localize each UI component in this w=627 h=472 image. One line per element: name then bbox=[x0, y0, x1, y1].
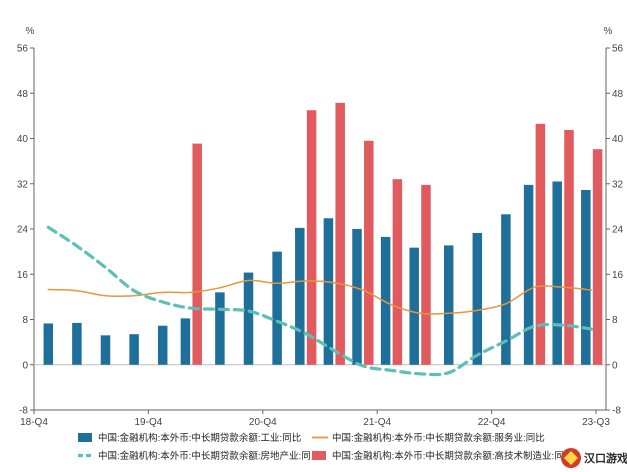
x-tick-label: 18-Q4 bbox=[20, 417, 48, 428]
y-tick-label-right: 32 bbox=[612, 179, 624, 190]
bar-hightech bbox=[421, 184, 431, 365]
bar-industry bbox=[581, 189, 591, 365]
bar-industry bbox=[501, 214, 511, 365]
bar-industry bbox=[43, 323, 54, 365]
legend-label: 中国:金融机构:本外币:中长期贷款余额:高技术制造业:同比 bbox=[332, 450, 573, 462]
watermark: 汉口游戏网 bbox=[561, 448, 627, 468]
bar-industry bbox=[295, 227, 305, 365]
watermark-text: 汉口游戏网 bbox=[584, 451, 627, 465]
bar-hightech bbox=[335, 102, 345, 365]
legend-label: 中国:金融机构:本外币:中长期贷款余额:服务业:同比 bbox=[332, 432, 545, 444]
bar-industry bbox=[243, 272, 254, 365]
y-tick-label-left: 32 bbox=[17, 179, 29, 190]
bar-industry bbox=[552, 181, 562, 365]
y-tick-label-right: 16 bbox=[612, 270, 624, 281]
x-tick-label: 22-Q4 bbox=[478, 417, 506, 428]
bar-hightech bbox=[364, 140, 374, 365]
legend: 中国:金融机构:本外币:中长期贷款余额:工业:同比中国:金融机构:本外币:中长期… bbox=[78, 432, 573, 462]
y-tick-label-left: 8 bbox=[22, 315, 28, 326]
bar-industry bbox=[523, 184, 534, 365]
bar-industry bbox=[129, 334, 139, 365]
bar-industry bbox=[180, 318, 191, 365]
bar-industry bbox=[72, 322, 82, 365]
y-tick-label-left: 56 bbox=[17, 44, 29, 55]
bar-hightech bbox=[306, 110, 317, 365]
x-tick-label: 19-Q4 bbox=[135, 417, 163, 428]
y-unit-left: % bbox=[26, 26, 35, 37]
bar-hightech bbox=[192, 143, 202, 365]
bar-industry bbox=[215, 292, 225, 365]
y-tick-label-right: -8 bbox=[612, 406, 621, 417]
x-tick-label: 23-Q3 bbox=[582, 417, 610, 428]
bar-industry bbox=[380, 236, 391, 365]
bar-industry bbox=[157, 325, 168, 365]
y-tick-label-right: 56 bbox=[612, 44, 624, 55]
y-tick-label-left: 0 bbox=[22, 360, 28, 371]
x-tick-label: 20-Q4 bbox=[249, 417, 277, 428]
y-tick-label-right: 24 bbox=[612, 225, 624, 236]
legend-label: 中国:金融机构:本外币:中长期贷款余额:房地产业:同比 bbox=[98, 450, 320, 462]
y-tick-label-right: 48 bbox=[612, 89, 624, 100]
bar-hightech bbox=[592, 149, 603, 365]
bar-industry bbox=[100, 335, 111, 365]
y-tick-label-left: 24 bbox=[17, 225, 29, 236]
legend-swatch-bar bbox=[312, 451, 326, 460]
y-tick-label-right: 8 bbox=[612, 315, 618, 326]
legend-swatch-bar bbox=[78, 433, 92, 442]
y-tick-label-left: 48 bbox=[17, 89, 29, 100]
line-services bbox=[47, 279, 593, 315]
y-unit-right: % bbox=[604, 26, 613, 37]
bar-industry bbox=[472, 232, 483, 365]
legend-label: 中国:金融机构:本外币:中长期贷款余额:工业:同比 bbox=[98, 432, 301, 444]
bar-industry bbox=[272, 251, 282, 365]
bar-industry bbox=[443, 245, 454, 365]
y-tick-label-left: -8 bbox=[19, 406, 28, 417]
bar-hightech bbox=[535, 123, 546, 365]
y-tick-label-left: 16 bbox=[17, 270, 29, 281]
y-tick-label-right: 0 bbox=[612, 360, 618, 371]
bar-industry bbox=[323, 218, 334, 365]
bar-hightech bbox=[392, 179, 403, 365]
line-realestate bbox=[46, 225, 594, 377]
watermark-logo-mark bbox=[564, 451, 578, 465]
axes-layer: % % -8 -8 0 0 8 8 16 16 24 24 32 32 40 40 48 48 56 56 18-Q4 1… bbox=[17, 26, 624, 428]
bar-hightech bbox=[564, 130, 574, 365]
y-tick-label-right: 40 bbox=[612, 134, 624, 145]
bar-industry bbox=[409, 247, 419, 365]
y-tick-label-left: 40 bbox=[17, 134, 29, 145]
bar-industry bbox=[352, 229, 362, 365]
marks-layer bbox=[43, 102, 603, 377]
x-tick-label: 21-Q4 bbox=[363, 417, 391, 428]
